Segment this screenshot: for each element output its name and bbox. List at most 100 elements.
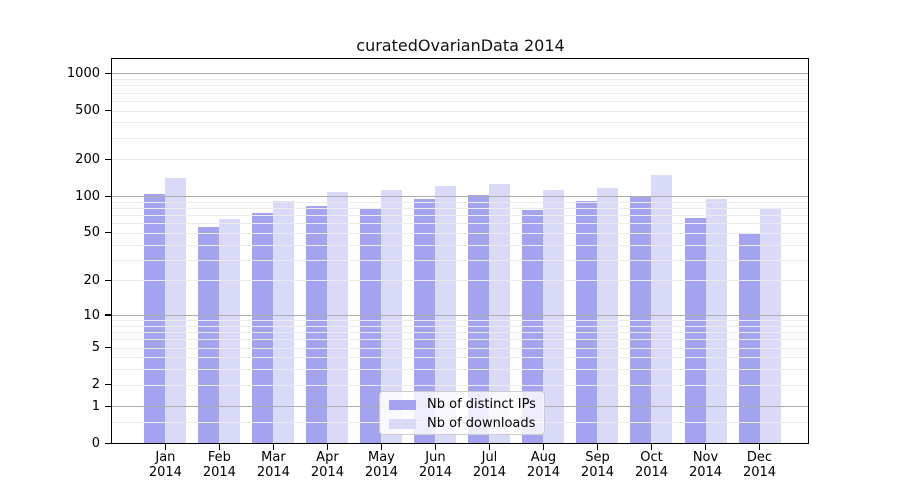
gridline-minor: [112, 332, 809, 334]
x-tick-mark: [434, 444, 437, 450]
x-tick-year: 2014: [688, 464, 723, 480]
gridline-minor: [112, 357, 809, 359]
bar-downloads: [543, 190, 565, 444]
x-tick-month: Jun: [425, 450, 446, 465]
x-tick-label: Sep 2014: [569, 450, 625, 480]
gridline-minor: [112, 100, 809, 102]
y-tick-mark: [105, 109, 112, 112]
bar-downloads: [651, 175, 673, 444]
bar-distinct-ips: [576, 201, 598, 444]
bar-distinct-ips: [306, 205, 328, 444]
y-tick-label: 500: [75, 103, 100, 119]
bar-downloads: [219, 219, 241, 444]
gridline-minor: [112, 159, 809, 161]
gridline-minor: [112, 85, 809, 87]
x-tick-mark: [488, 444, 491, 450]
bar-downloads: [273, 200, 295, 444]
x-tick-month: Jan: [155, 450, 176, 465]
x-tick-year: 2014: [202, 464, 236, 480]
x-tick-label: Oct 2014: [623, 450, 679, 480]
x-tick-year: 2014: [310, 464, 344, 480]
gridline-minor: [112, 320, 809, 322]
gridline-minor: [112, 280, 809, 282]
y-tick-label: 10: [83, 307, 100, 323]
y-tick-label: 1: [91, 398, 100, 414]
y-tick-mark: [105, 279, 112, 282]
y-tick-mark: [105, 442, 112, 445]
y-tick-label: 20: [83, 272, 100, 288]
y-tick-label: 2: [91, 377, 100, 393]
x-tick-month: Apr: [316, 450, 339, 465]
x-tick-mark: [272, 444, 274, 450]
bar-downloads: [435, 186, 457, 444]
gridline-minor: [112, 384, 809, 386]
x-tick-label: Aug 2014: [515, 450, 571, 480]
gridline-major: [112, 196, 809, 198]
gridline-major: [112, 315, 809, 317]
bar-downloads: [381, 189, 403, 444]
x-tick-mark: [704, 444, 707, 450]
gridline-minor: [112, 339, 809, 341]
x-tick-mark: [218, 444, 220, 450]
x-tick-label: Feb 2014: [191, 450, 247, 480]
x-tick-month: Jul: [481, 450, 498, 465]
legend-label-distinct-ips: Nb of distinct IPs: [427, 397, 536, 412]
x-tick-mark: [542, 444, 545, 450]
bar-downloads: [165, 177, 187, 444]
y-tick-label: 200: [75, 151, 100, 167]
y-tick-mark: [105, 158, 112, 161]
x-tick-month: Nov: [692, 450, 719, 465]
y-tick-mark: [105, 232, 112, 234]
x-tick-label: Jun 2014: [407, 450, 463, 480]
legend-swatch-downloads: [389, 418, 416, 429]
legend: Nb of distinct IPs Nb of downloads: [379, 391, 545, 435]
x-tick-label: May 2014: [353, 450, 409, 480]
x-tick-mark: [380, 444, 383, 450]
x-tick-month: Feb: [207, 450, 231, 465]
x-tick-year: 2014: [526, 464, 561, 480]
bar-distinct-ips: [630, 196, 652, 444]
y-tick-mark: [105, 384, 112, 386]
x-tick-month: Mar: [261, 450, 286, 465]
gridline-minor: [112, 259, 809, 261]
x-tick-month: Oct: [640, 450, 663, 465]
gridline-minor: [112, 79, 809, 81]
x-tick-label: Jan 2014: [137, 450, 193, 480]
gridline-minor: [112, 232, 809, 234]
x-tick-year: 2014: [472, 464, 506, 480]
y-tick-mark: [105, 314, 112, 316]
bar-downloads: [489, 184, 511, 444]
x-tick-month: Aug: [530, 450, 557, 465]
legend-swatch-distinct-ips: [389, 399, 416, 410]
bar-distinct-ips: [684, 218, 706, 444]
x-tick-label: Apr 2014: [299, 450, 355, 480]
gridline-minor: [112, 369, 809, 371]
gridline-minor: [112, 325, 809, 327]
y-tick-label: 0: [91, 436, 100, 451]
x-tick-label: Nov 2014: [678, 450, 734, 480]
legend-label-downloads: Nb of downloads: [427, 416, 536, 431]
bar-distinct-ips: [738, 232, 760, 444]
x-tick-year: 2014: [634, 464, 669, 480]
y-tick-label: 5: [91, 340, 100, 356]
y-tick-label: 50: [83, 225, 100, 241]
x-tick-month: Dec: [746, 450, 773, 465]
gridline-minor: [112, 122, 809, 124]
x-tick-month: May: [367, 450, 395, 465]
gridline-minor: [112, 215, 809, 217]
bar-downloads: [327, 192, 349, 444]
gridline-minor: [112, 201, 809, 203]
y-tick-mark: [105, 72, 112, 75]
x-tick-label: Mar 2014: [245, 450, 301, 480]
chart-title: curatedOvarianData 2014: [356, 36, 565, 55]
gridline-minor: [112, 223, 809, 225]
x-tick-year: 2014: [742, 464, 777, 480]
x-tick-month: Sep: [585, 450, 610, 465]
bar-distinct-ips: [144, 193, 166, 444]
bar-distinct-ips: [252, 212, 274, 444]
gridline-minor: [112, 137, 809, 139]
x-tick-year: 2014: [256, 464, 290, 480]
y-tick-mark: [105, 405, 112, 407]
bar-distinct-ips: [468, 194, 490, 444]
gridline-minor: [112, 92, 809, 94]
